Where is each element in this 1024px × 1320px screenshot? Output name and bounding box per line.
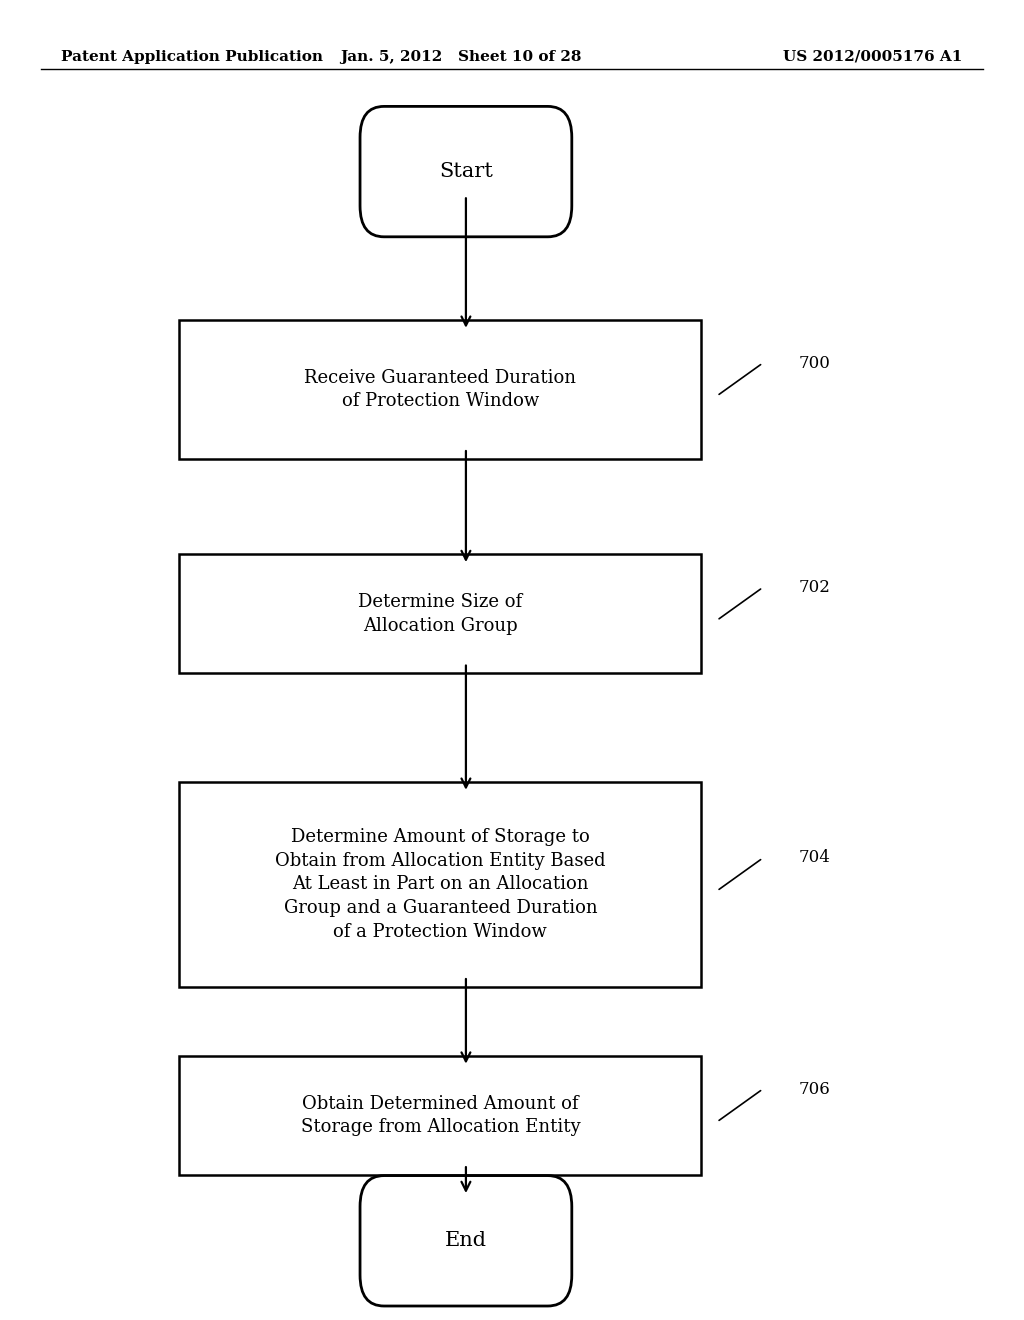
FancyBboxPatch shape bbox=[179, 1056, 701, 1175]
Text: FIG. 7: FIG. 7 bbox=[430, 1286, 502, 1307]
FancyBboxPatch shape bbox=[179, 554, 701, 673]
Text: 702: 702 bbox=[799, 579, 830, 595]
Text: Determine Size of
Allocation Group: Determine Size of Allocation Group bbox=[358, 593, 522, 635]
FancyBboxPatch shape bbox=[179, 781, 701, 987]
Text: 704: 704 bbox=[799, 850, 830, 866]
Text: Receive Guaranteed Duration
of Protection Window: Receive Guaranteed Duration of Protectio… bbox=[304, 368, 577, 411]
Text: Start: Start bbox=[439, 162, 493, 181]
Text: Determine Amount of Storage to
Obtain from Allocation Entity Based
At Least in P: Determine Amount of Storage to Obtain fr… bbox=[275, 828, 605, 941]
Text: 700: 700 bbox=[799, 355, 830, 371]
FancyBboxPatch shape bbox=[179, 321, 701, 459]
Text: Obtain Determined Amount of
Storage from Allocation Entity: Obtain Determined Amount of Storage from… bbox=[300, 1094, 581, 1137]
FancyBboxPatch shape bbox=[360, 1176, 571, 1305]
Text: US 2012/0005176 A1: US 2012/0005176 A1 bbox=[783, 50, 963, 63]
FancyBboxPatch shape bbox=[360, 107, 571, 236]
Text: Jan. 5, 2012   Sheet 10 of 28: Jan. 5, 2012 Sheet 10 of 28 bbox=[340, 50, 582, 63]
Text: Patent Application Publication: Patent Application Publication bbox=[61, 50, 324, 63]
Text: 706: 706 bbox=[799, 1081, 830, 1097]
Text: End: End bbox=[444, 1232, 487, 1250]
